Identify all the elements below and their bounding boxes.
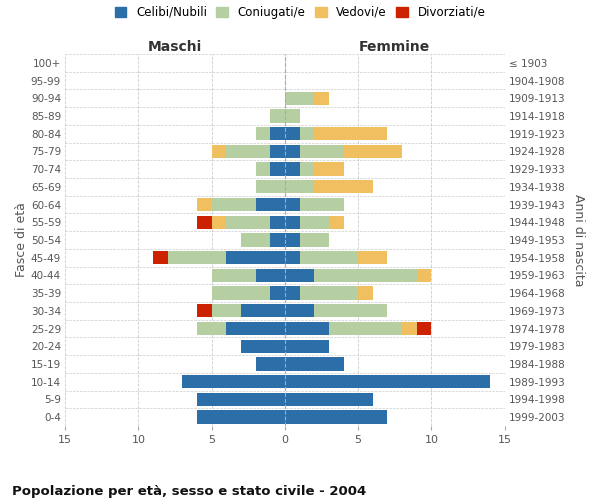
- Bar: [212, 304, 241, 318]
- Bar: [358, 251, 388, 264]
- Bar: [270, 162, 285, 176]
- Bar: [270, 145, 285, 158]
- Bar: [256, 269, 285, 282]
- Bar: [358, 286, 373, 300]
- Bar: [256, 180, 285, 194]
- Bar: [270, 127, 285, 140]
- Bar: [285, 358, 344, 370]
- Bar: [212, 198, 256, 211]
- Bar: [197, 393, 285, 406]
- Bar: [344, 145, 402, 158]
- Bar: [270, 234, 285, 246]
- Bar: [299, 145, 344, 158]
- Bar: [270, 110, 285, 122]
- Bar: [241, 234, 270, 246]
- Text: Maschi: Maschi: [148, 40, 202, 54]
- Legend: Celibi/Nubili, Coniugati/e, Vedovi/e, Divorziati/e: Celibi/Nubili, Coniugati/e, Vedovi/e, Di…: [110, 1, 490, 24]
- Bar: [226, 251, 285, 264]
- Bar: [256, 127, 270, 140]
- Bar: [285, 393, 373, 406]
- Bar: [226, 322, 285, 335]
- Bar: [402, 322, 417, 335]
- Bar: [197, 198, 212, 211]
- Bar: [197, 322, 226, 335]
- Bar: [285, 286, 299, 300]
- Text: Femmine: Femmine: [359, 40, 430, 54]
- Bar: [182, 375, 285, 388]
- Bar: [285, 340, 329, 353]
- Bar: [153, 251, 168, 264]
- Bar: [285, 269, 314, 282]
- Bar: [285, 251, 299, 264]
- Bar: [212, 286, 270, 300]
- Bar: [285, 234, 299, 246]
- Bar: [299, 286, 358, 300]
- Bar: [226, 216, 270, 229]
- Bar: [197, 304, 212, 318]
- Bar: [299, 127, 314, 140]
- Bar: [329, 322, 402, 335]
- Bar: [168, 251, 226, 264]
- Bar: [197, 410, 285, 424]
- Bar: [256, 358, 285, 370]
- Bar: [299, 216, 329, 229]
- Bar: [314, 269, 417, 282]
- Bar: [285, 127, 299, 140]
- Bar: [226, 145, 270, 158]
- Bar: [417, 269, 431, 282]
- Bar: [285, 375, 490, 388]
- Bar: [285, 410, 388, 424]
- Bar: [270, 216, 285, 229]
- Bar: [197, 216, 212, 229]
- Bar: [212, 216, 226, 229]
- Bar: [285, 110, 299, 122]
- Bar: [299, 251, 358, 264]
- Bar: [285, 180, 314, 194]
- Bar: [270, 286, 285, 300]
- Bar: [314, 162, 344, 176]
- Bar: [314, 304, 388, 318]
- Bar: [314, 92, 329, 105]
- Bar: [314, 127, 388, 140]
- Bar: [285, 322, 329, 335]
- Bar: [212, 269, 256, 282]
- Bar: [256, 198, 285, 211]
- Bar: [285, 145, 299, 158]
- Bar: [299, 234, 329, 246]
- Bar: [285, 92, 314, 105]
- Bar: [212, 145, 226, 158]
- Y-axis label: Fasce di età: Fasce di età: [15, 202, 28, 278]
- Bar: [256, 162, 270, 176]
- Bar: [241, 340, 285, 353]
- Bar: [285, 198, 299, 211]
- Bar: [285, 162, 299, 176]
- Text: Popolazione per età, sesso e stato civile - 2004: Popolazione per età, sesso e stato civil…: [12, 484, 366, 498]
- Bar: [285, 304, 314, 318]
- Bar: [329, 216, 344, 229]
- Bar: [241, 304, 285, 318]
- Bar: [314, 180, 373, 194]
- Bar: [285, 216, 299, 229]
- Bar: [299, 162, 314, 176]
- Bar: [299, 198, 344, 211]
- Bar: [417, 322, 431, 335]
- Y-axis label: Anni di nascita: Anni di nascita: [572, 194, 585, 286]
